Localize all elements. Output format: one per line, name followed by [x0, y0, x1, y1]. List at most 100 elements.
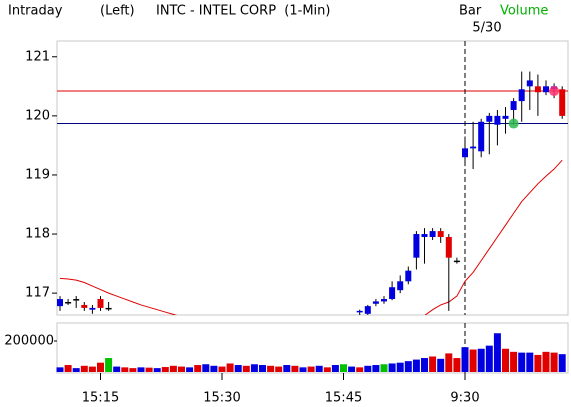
volume-bar — [72, 368, 80, 372]
volume-bar — [105, 358, 113, 372]
volume-bar — [283, 365, 291, 372]
candle-body — [397, 281, 404, 291]
candle-body — [437, 231, 444, 237]
x-tick-label: 15:30 — [203, 391, 240, 406]
side-label: (Left) — [100, 4, 135, 19]
candle-body — [453, 260, 460, 263]
candle-body — [502, 115, 509, 119]
volume-bar — [331, 365, 339, 372]
volume-bar — [469, 349, 477, 372]
volume-frame — [56, 322, 569, 374]
volume-bar — [485, 345, 493, 372]
volume-bar — [145, 367, 153, 372]
volume-bar — [137, 367, 145, 372]
volume-bar — [461, 347, 469, 372]
volume-bar — [56, 367, 64, 372]
y-tick-label: 118 — [25, 227, 50, 242]
volume-bar — [307, 366, 315, 372]
y-tick-label: 120 — [25, 108, 50, 123]
candle-body — [57, 299, 63, 307]
candle-body — [405, 270, 412, 282]
mode-label: Intraday — [8, 4, 63, 19]
volume-bar — [364, 365, 372, 372]
volume-bar — [226, 363, 234, 372]
volume-bar — [372, 365, 380, 372]
volume-bar — [550, 352, 558, 372]
candle-body — [81, 304, 88, 308]
volume-bar — [429, 356, 437, 372]
candle-body — [413, 234, 420, 258]
candle-body — [421, 234, 428, 237]
moving-average — [59, 159, 563, 315]
volume-bar — [534, 354, 542, 372]
volume-bar — [218, 366, 226, 372]
volume-bar — [299, 367, 307, 372]
marker — [508, 118, 519, 129]
volume-bar — [259, 365, 266, 372]
volume-bar — [121, 367, 129, 372]
candle-body — [518, 89, 525, 102]
candle-body — [534, 86, 541, 93]
volume-bar — [113, 366, 121, 372]
volume-bar — [161, 367, 169, 372]
price-plot — [57, 41, 568, 315]
volume-bar — [421, 358, 428, 372]
chart-title: INTC - INTEL CORP (1-Min) — [156, 4, 330, 19]
candle-body — [97, 299, 104, 308]
marker — [549, 86, 560, 97]
volume-bar — [153, 368, 161, 372]
candle-body — [89, 307, 96, 310]
volume-plot — [56, 323, 566, 373]
candle-body — [105, 307, 112, 310]
candle-body — [526, 80, 533, 87]
y-tick-label: 117 — [25, 286, 50, 301]
x-tick-label: 15:15 — [82, 391, 119, 406]
candle-body — [429, 231, 436, 237]
date-label: 5/30 — [472, 21, 501, 36]
candle-body — [381, 299, 387, 302]
x-tick-label: 15:45 — [325, 391, 362, 406]
volume-bar — [558, 354, 566, 372]
volume-bar — [169, 365, 177, 372]
volume-bar — [129, 368, 137, 372]
volume-bar — [178, 366, 185, 372]
volume-bar — [518, 352, 526, 372]
volume-bar — [202, 364, 210, 372]
bar-label: Bar — [459, 4, 482, 19]
candle-body — [364, 306, 371, 314]
x-tick-label: 9:30 — [450, 391, 479, 406]
volume-bar — [97, 362, 104, 372]
volume-bar — [437, 358, 445, 372]
volume-bar — [64, 365, 72, 372]
candle-body — [462, 148, 468, 158]
candle-body — [65, 302, 72, 304]
volume-bar — [388, 363, 396, 372]
candle-body — [372, 301, 379, 304]
volume-bar — [493, 333, 501, 372]
candle-body — [494, 115, 501, 125]
volume-bar — [210, 365, 218, 372]
candle-body — [559, 89, 566, 116]
volume-bar — [477, 348, 485, 372]
volume-bar — [315, 365, 323, 372]
y-tick-label: 121 — [25, 49, 50, 64]
volume-bar — [323, 367, 331, 372]
volume-bar — [380, 364, 388, 372]
y-tick-label: 200000 — [4, 334, 54, 349]
volume-bar — [526, 352, 534, 372]
candle-body — [445, 237, 452, 258]
candle-body — [356, 310, 363, 313]
volume-bar — [356, 367, 364, 372]
volume-bar — [80, 365, 88, 372]
volume-label: Volume — [500, 4, 548, 19]
volume-bar — [502, 348, 509, 372]
candle-body — [543, 86, 549, 93]
volume-bar — [348, 366, 356, 372]
volume-bar — [234, 365, 242, 372]
candle-body — [470, 146, 477, 149]
volume-bar — [275, 366, 283, 372]
volume-bar — [194, 365, 202, 372]
main-frame — [56, 40, 569, 316]
volume-bar — [404, 361, 412, 372]
